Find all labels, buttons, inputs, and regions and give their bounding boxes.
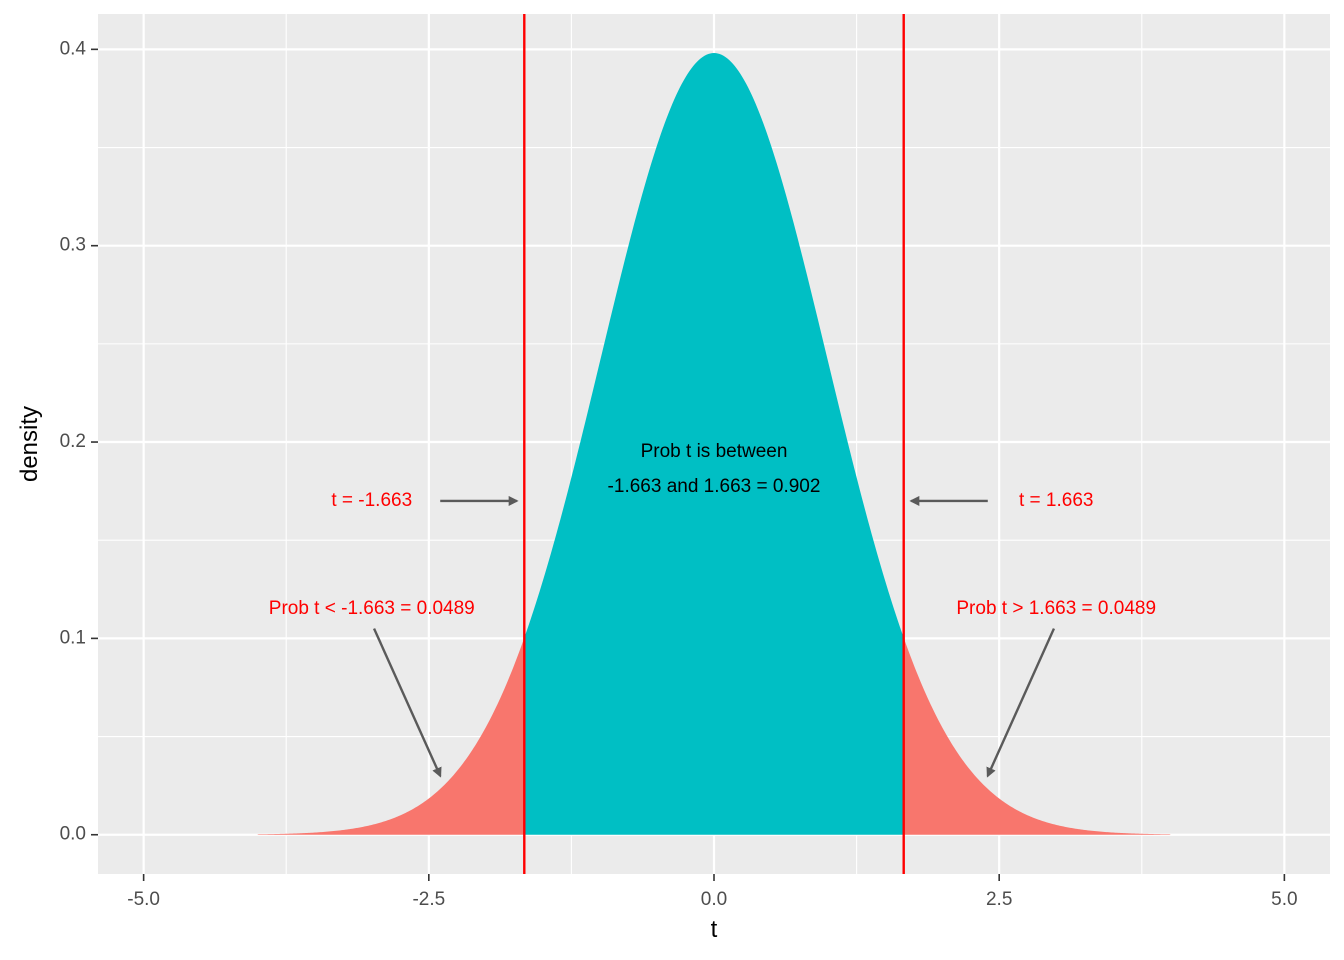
annotation-arrow-3 [372,628,442,778]
x-tick-label: -5.0 [127,889,160,910]
annotation-left-prob: Prob t < -1.663 = 0.0489 [269,598,475,619]
x-tick-label: 0.0 [701,889,727,910]
density-region-3 [903,637,1171,835]
density-areas [257,53,1171,835]
annotation-left-t: t = -1.663 [331,490,412,511]
y-axis-title: density [16,406,43,482]
x-tick-label: 2.5 [986,889,1012,910]
annotation-center-line-2: -1.663 and 1.663 = 0.902 [608,476,821,497]
annotation-center-line-1: Prob t is between [641,441,788,462]
density-region-2 [524,53,904,835]
critical-value-lines [523,14,905,874]
density-region-1 [257,637,525,835]
x-tick-label: 5.0 [1271,889,1297,910]
annotations: Prob t is between -1.663 and 1.663 = 0.90… [269,441,1156,619]
x-axis-title: t [711,916,718,943]
y-tick-label: 0.0 [60,824,86,845]
y-axis-ticks: 0.0 0.1 0.2 0.3 0.4 [60,38,98,845]
y-tick-label: 0.3 [60,235,86,256]
annotation-right-prob: Prob t > 1.663 = 0.0489 [956,598,1156,619]
y-tick-label: 0.2 [60,431,86,452]
y-tick-label: 0.4 [60,38,87,59]
x-axis-ticks: -5.0 -2.5 0.0 2.5 5.0 [127,874,1298,910]
annotation-arrow-4 [986,628,1056,778]
y-tick-label: 0.1 [60,627,86,648]
x-tick-label: -2.5 [412,889,445,910]
annotation-right-t: t = 1.663 [1019,490,1093,511]
annotation-arrows [372,495,1056,778]
